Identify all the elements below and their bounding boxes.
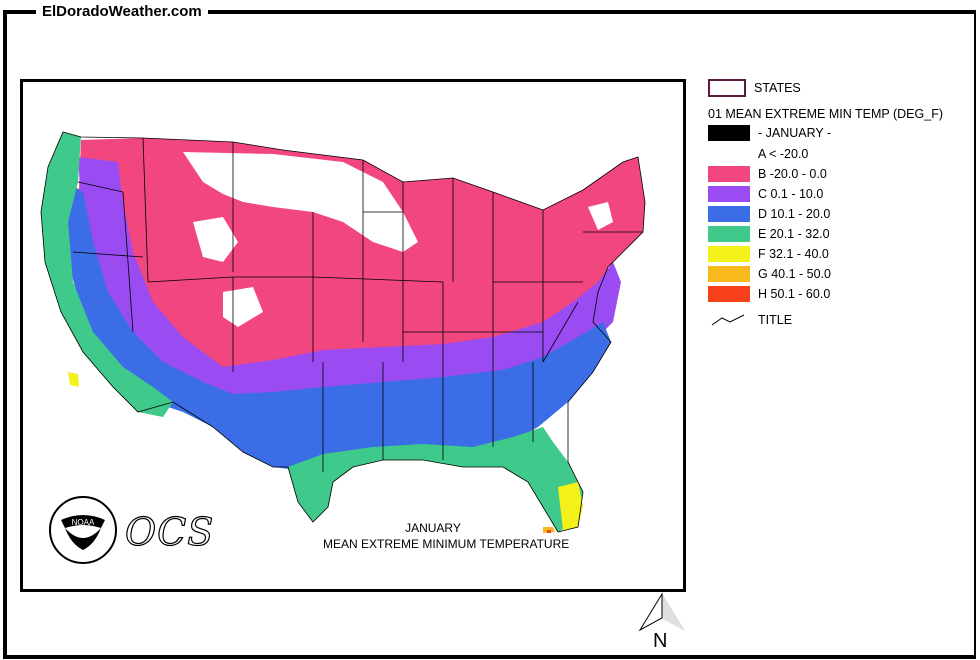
legend-class-label: B -20.0 - 0.0 [758,167,827,181]
legend-class-row: - JANUARY - [708,123,831,143]
legend-swatch [708,206,750,222]
outer-frame [3,10,976,659]
north-arrow-icon [638,592,686,632]
state-boundaries [40,131,646,533]
legend-heading: 01 MEAN EXTREME MIN TEMP (DEG_F) [708,107,943,121]
map-caption-title: MEAN EXTREME MINIMUM TEMPERATURE [323,537,570,551]
legend-class-label: F 32.1 - 40.0 [758,247,829,261]
zone-a-rockies [193,217,263,327]
legend-class-row: C 0.1 - 10.0 [708,184,823,204]
zone-a-northeast [588,202,613,230]
legend-states-row: STATES [708,78,801,98]
legend-class-row: A < -20.0 [708,144,808,164]
legend-title-label: TITLE [758,313,793,327]
legend-class-row: G 40.1 - 50.0 [708,264,831,284]
site-title[interactable]: ElDoradoWeather.com [36,2,208,22]
map-caption-month: JANUARY [405,521,461,535]
legend-swatch [708,125,750,141]
legend-class-label: - JANUARY - [758,126,832,140]
legend-swatch [708,246,750,262]
zone-f-socal [68,372,79,387]
zone-a-region [183,152,418,252]
legend-class-label: H 50.1 - 60.0 [758,287,831,301]
title-line-icon [711,314,745,326]
legend-swatch [708,166,750,182]
legend-class-label: E 20.1 - 32.0 [758,227,830,241]
legend-class-row: B -20.0 - 0.0 [708,164,827,184]
north-label: N [653,630,668,652]
zone-d-region [65,182,611,472]
legend-class-row: D 10.1 - 20.0 [708,204,830,224]
legend-title-row: TITLE [708,310,792,330]
legend-class-row: H 50.1 - 60.0 [708,284,830,304]
noaa-logo: NOAA [49,496,117,564]
zone-e-gulf-coast [288,427,583,532]
legend-class-row: F 32.1 - 40.0 [708,244,829,264]
legend-class-row: E 20.1 - 32.0 [708,224,830,244]
map-caption: JANUARY MEAN EXTREME MINIMUM TEMPERATURE [323,520,570,552]
noaa-logo-text: NOAA [72,518,95,527]
legend-class-label: D 10.1 - 20.0 [758,207,831,221]
us-temperature-map [40,131,646,533]
legend-swatch [708,186,750,202]
legend-swatch [708,286,750,302]
zone-e-west-coast [41,132,173,417]
legend-swatch [708,266,750,282]
legend-class-label: A < -20.0 [758,147,809,161]
zone-h-region [547,530,551,533]
map-frame: NOAA OCS JANUARY MEAN EXTREME MINIMUM TE… [20,79,686,592]
legend-class-label: G 40.1 - 50.0 [758,267,831,281]
zone-f-florida [558,482,583,530]
legend-swatch [708,226,750,242]
legend-class-label: C 0.1 - 10.0 [758,187,824,201]
ocs-wordmark: OCS [124,509,215,554]
zone-c-region [78,157,621,402]
legend-states-label: STATES [754,81,801,95]
zone-b-region [78,138,645,382]
states-outline-swatch [708,79,746,97]
